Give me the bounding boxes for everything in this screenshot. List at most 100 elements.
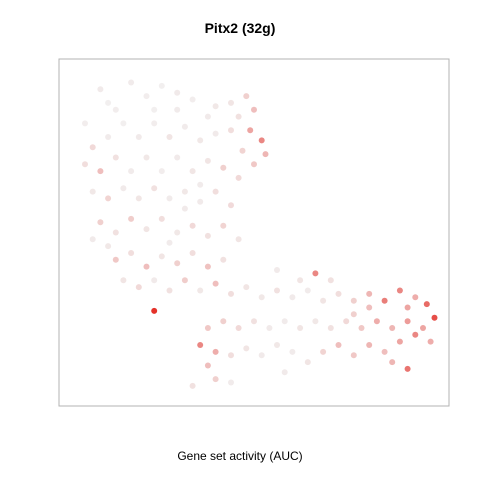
data-point [274,267,280,273]
data-point [297,277,304,284]
data-point [396,338,403,345]
data-point [327,277,334,284]
data-point [251,318,257,325]
data-point [135,134,142,140]
data-point [404,365,411,372]
data-point [166,287,173,294]
data-point [235,236,242,243]
data-point [404,318,411,325]
data-point [174,260,181,267]
data-point [235,113,242,120]
data-point [120,120,127,127]
data-point [304,359,311,366]
data-point [112,229,119,236]
data-point [220,164,227,171]
data-point [143,263,150,270]
data-point [166,134,173,140]
data-point [135,284,142,291]
data-point [235,325,242,331]
data-point [197,137,204,144]
data-point [212,376,219,383]
data-point [412,294,419,301]
data-point [189,222,196,229]
plot-frame [58,58,450,407]
data-point [289,294,296,301]
data-point [89,188,96,195]
data-point [197,181,204,188]
data-point [389,359,396,366]
data-point [120,185,127,192]
data-point [243,345,250,352]
data-point [350,297,357,304]
data-point [239,147,246,154]
data-point [212,280,219,287]
data-point [212,130,219,137]
data-point [373,318,380,325]
data-point [135,195,142,202]
data-point [128,250,135,256]
data-point [158,82,165,89]
data-point [204,362,211,369]
data-point [320,348,327,355]
data-point [350,311,357,318]
data-point [343,318,350,325]
data-point [228,290,234,297]
data-point [151,106,158,113]
data-point [274,287,280,294]
data-point [97,86,104,93]
data-point [166,239,173,246]
data-point [266,325,273,331]
data-point [281,318,288,325]
data-point [220,256,227,263]
data-point [174,106,181,113]
data-point [228,202,234,209]
data-point [212,188,219,195]
data-point [143,226,150,233]
data-point [366,342,373,348]
data-point [427,338,434,345]
data-point [112,256,119,263]
data-point [181,188,188,195]
data-point [128,79,135,86]
data-point [89,236,96,243]
data-point [105,99,112,106]
data-point [158,253,165,260]
chart-title: Pitx2 (32g) [204,20,276,36]
data-point [381,297,388,304]
data-point [366,290,373,297]
data-point [258,137,265,144]
data-point [82,120,88,127]
data-point [228,379,234,386]
data-point [105,134,112,140]
data-point [128,168,135,175]
data-point [181,277,188,284]
data-point [312,270,319,277]
data-point [312,318,319,325]
data-point [189,382,196,389]
data-point [197,198,204,205]
data-point [151,307,158,314]
data-point [228,99,234,106]
data-point [235,174,242,181]
data-point [204,113,211,120]
data-point [112,154,119,161]
data-point [197,287,204,294]
data-point [120,277,127,284]
data-point [174,154,181,161]
data-point [247,127,254,134]
data-point [412,331,419,338]
data-point [220,318,227,325]
data-point [327,325,334,331]
data-point [389,325,396,331]
data-point [105,243,112,250]
data-point [181,123,188,130]
data-point [151,120,158,127]
data-point [335,342,342,348]
data-point [251,161,257,168]
data-point [320,297,327,304]
data-point [243,284,250,291]
data-point [381,348,388,355]
data-point [197,342,204,348]
data-point [212,348,219,355]
data-point [358,325,365,331]
